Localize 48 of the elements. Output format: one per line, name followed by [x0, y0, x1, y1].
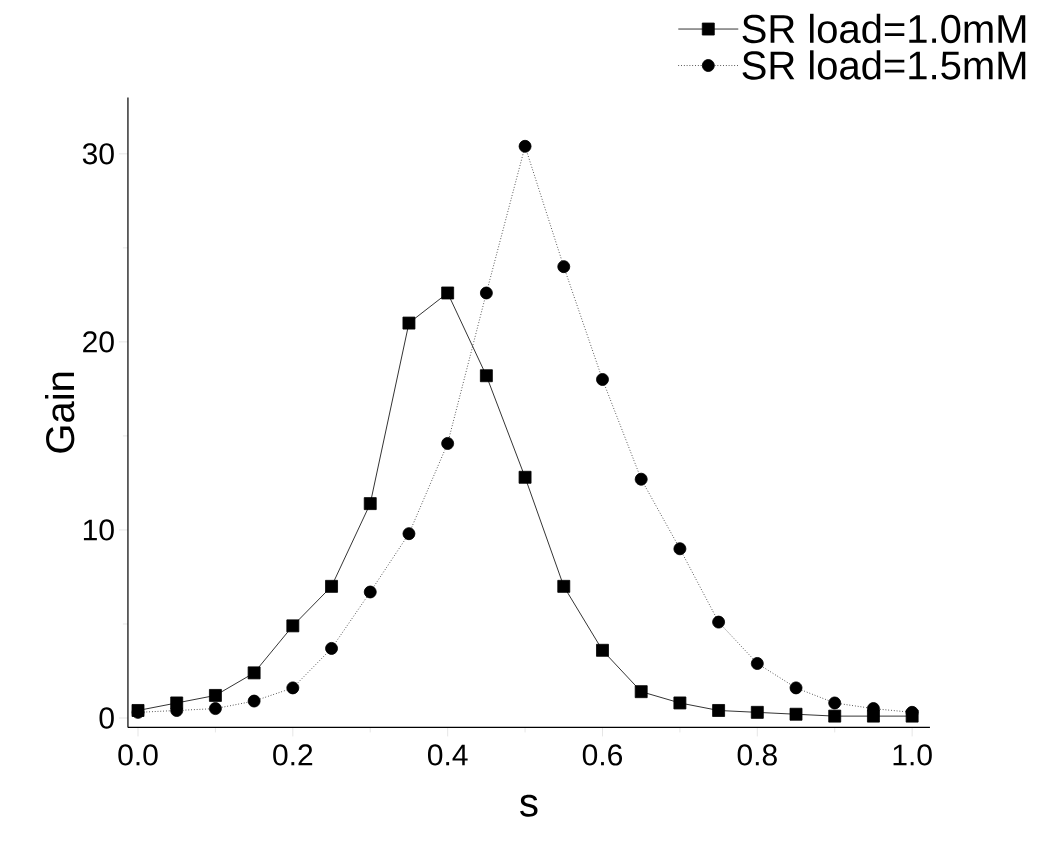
point	[712, 704, 725, 717]
x-tick-label: 1.0	[893, 744, 932, 766]
point	[750, 705, 764, 719]
point	[402, 316, 416, 330]
point	[402, 527, 416, 541]
point	[518, 470, 532, 484]
point	[557, 579, 571, 593]
y-tick-label: 10	[83, 519, 114, 541]
point	[441, 437, 455, 450]
point	[363, 585, 377, 599]
point	[596, 643, 609, 657]
x-tick-label: 0.4	[427, 744, 468, 766]
point	[712, 615, 725, 629]
point	[596, 373, 609, 386]
point	[673, 542, 687, 556]
y-axis-title: Gain	[44, 372, 75, 453]
x-tick-label: 0.0	[118, 744, 158, 766]
point	[634, 685, 648, 699]
point	[363, 497, 377, 511]
point	[828, 709, 842, 723]
point	[673, 696, 687, 710]
point	[247, 666, 261, 680]
point	[789, 681, 803, 695]
point	[479, 286, 493, 300]
point	[247, 694, 261, 708]
point	[209, 702, 222, 715]
x-axis-title: s	[520, 794, 538, 817]
legend-label: SR load=1.5mM	[742, 50, 1026, 80]
point	[789, 707, 803, 721]
point	[325, 642, 338, 655]
y-tick-label: 20	[83, 331, 114, 353]
x-tick-label: 0.8	[737, 744, 777, 766]
point	[557, 260, 571, 274]
legend-label: SR load=1.0mM	[742, 13, 1026, 44]
y-tick-label: 0	[99, 707, 114, 729]
point	[518, 139, 532, 153]
point	[286, 681, 300, 695]
point	[634, 472, 648, 486]
x-tick-label: 0.2	[273, 744, 313, 766]
point	[325, 579, 338, 593]
x-tick-label: 0.6	[582, 744, 623, 766]
point	[750, 657, 764, 670]
point	[441, 286, 455, 300]
y-tick-label: 30	[82, 143, 114, 165]
point	[286, 619, 300, 633]
point	[209, 689, 222, 702]
point	[479, 369, 493, 383]
point	[828, 696, 842, 710]
